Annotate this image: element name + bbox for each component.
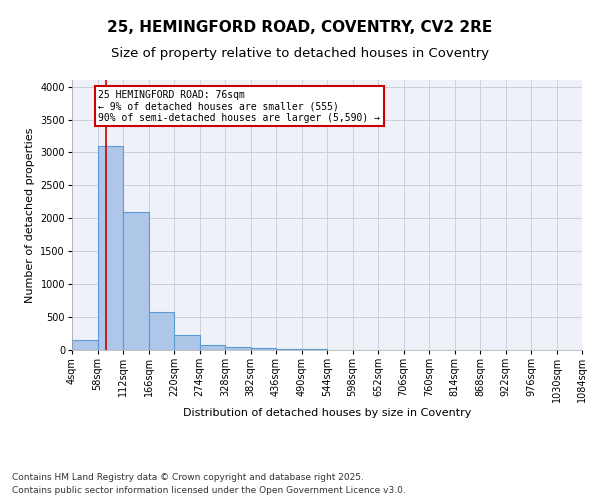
Bar: [149, 312, 174, 350]
Bar: [225, 346, 251, 350]
Bar: [123, 212, 149, 350]
Y-axis label: Number of detached properties: Number of detached properties: [25, 128, 35, 302]
Bar: [72, 340, 97, 350]
Text: Contains public sector information licensed under the Open Government Licence v3: Contains public sector information licen…: [12, 486, 406, 495]
Bar: [200, 346, 225, 350]
Text: 25 HEMINGFORD ROAD: 76sqm
← 9% of detached houses are smaller (555)
90% of semi-: 25 HEMINGFORD ROAD: 76sqm ← 9% of detach…: [98, 90, 380, 123]
Text: Size of property relative to detached houses in Coventry: Size of property relative to detached ho…: [111, 48, 489, 60]
Text: Contains HM Land Registry data © Crown copyright and database right 2025.: Contains HM Land Registry data © Crown c…: [12, 474, 364, 482]
Bar: [97, 146, 123, 350]
Bar: [251, 348, 276, 350]
X-axis label: Distribution of detached houses by size in Coventry: Distribution of detached houses by size …: [183, 408, 471, 418]
Bar: [174, 335, 199, 350]
Text: 25, HEMINGFORD ROAD, COVENTRY, CV2 2RE: 25, HEMINGFORD ROAD, COVENTRY, CV2 2RE: [107, 20, 493, 35]
Bar: [276, 348, 302, 350]
